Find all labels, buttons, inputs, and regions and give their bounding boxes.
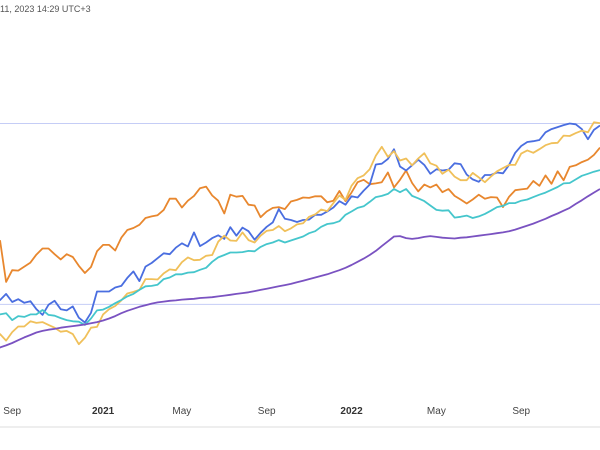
x-tick-label: Sep <box>258 406 276 417</box>
x-tick-label: Sep <box>512 406 530 417</box>
series-line-1 <box>0 147 600 283</box>
reference-lines <box>0 123 600 305</box>
x-tick-label: May <box>427 406 446 417</box>
chart-timestamp: 11, 2023 14:29 UTC+3 <box>0 4 91 14</box>
series-line-2 <box>0 122 600 324</box>
series-group <box>0 121 600 349</box>
x-tick-label: Sep <box>3 406 21 417</box>
x-tick-label: 2021 <box>92 406 115 417</box>
x-tick-label: 2022 <box>340 406 363 417</box>
series-line-5 <box>0 188 600 349</box>
x-axis: Sep 2021 May Sep 2022 May Sep <box>0 406 600 428</box>
series-line-3 <box>0 121 600 346</box>
series-line-4 <box>0 169 600 326</box>
x-tick-label: May <box>172 406 191 417</box>
